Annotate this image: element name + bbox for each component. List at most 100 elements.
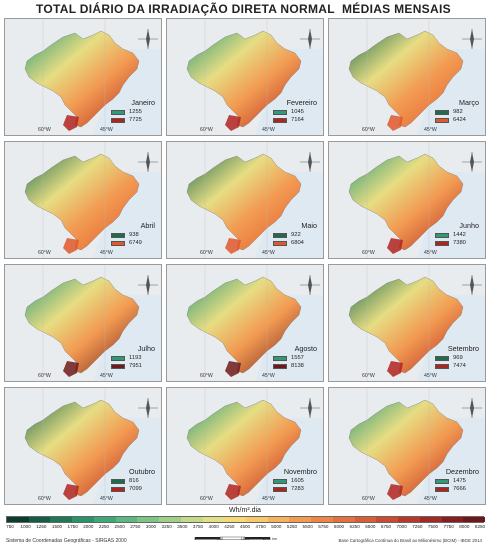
colorbar-tick-label: 1500 (51, 524, 63, 529)
legend-max-value: 7099 (129, 486, 142, 492)
legend-max-swatch (111, 117, 125, 123)
legend-max-swatch (273, 240, 287, 246)
month-label: Julho (137, 344, 155, 353)
main-title: TOTAL DIÁRIO DA IRRADIAÇÃO DIRETA NORMAL (36, 2, 335, 16)
legend-max-swatch (273, 363, 287, 369)
legend-min-value: 1605 (291, 478, 304, 484)
legend-max: 7099 (111, 486, 142, 492)
colorbar-tick-label: 5750 (318, 524, 329, 529)
legend-max-value: 8138 (291, 363, 304, 369)
scale-label-3: 2700 km (262, 537, 278, 541)
colorbar-tick-label: 2750 (130, 524, 141, 529)
legend-max-value: 7666 (453, 486, 466, 492)
legend-min-swatch (111, 478, 125, 484)
meridian-45w: 45°W (100, 127, 113, 133)
colorbar-tick-label: 4250 (224, 524, 235, 529)
colorbar-segment (115, 517, 138, 522)
colorbar-tick-label: 3500 (177, 524, 188, 529)
colorbar-tick-label: 4500 (239, 524, 251, 529)
colorbar-tick-label: 5250 (286, 524, 298, 529)
colorbar-tick-label: 7500 (427, 524, 439, 529)
legend-max-swatch (435, 486, 449, 492)
legend-max-value: 6804 (291, 240, 304, 246)
colorbar-segment (289, 517, 312, 522)
colorbar-segment (441, 517, 464, 522)
brazil-shape (348, 276, 464, 374)
legend-max-swatch (111, 486, 125, 492)
colorbar-tick-label: 8250 (474, 524, 486, 529)
legend-max-swatch (435, 363, 449, 369)
brazil-shape (348, 153, 464, 251)
colorbar-segment (463, 517, 486, 522)
legend-max: 7283 (273, 486, 304, 492)
colorbar-tick-label: 2250 (98, 524, 110, 529)
meridian-45w: 45°W (262, 250, 275, 256)
legend-max-swatch (111, 240, 125, 246)
brazil-map (5, 19, 161, 135)
month-label: Janeiro (131, 98, 155, 107)
colorbar-tick-label: 4000 (208, 524, 219, 529)
colorbar-tick-label: 6500 (365, 524, 376, 529)
legend-min-value: 982 (453, 109, 463, 115)
legend-min: 1475 (435, 478, 466, 484)
colorbar-tick-label: 7750 (443, 524, 454, 529)
colorbar-segment (224, 517, 247, 522)
brazil-shape (24, 153, 140, 251)
legend-min-swatch (273, 109, 287, 115)
colorbar-unit: Wh/m².dia (229, 507, 261, 514)
compass-rose-icon (300, 398, 320, 418)
brazil-map (329, 19, 485, 135)
colorbar-tick-label: 3000 (145, 524, 157, 529)
legend-min-value: 1475 (453, 478, 466, 484)
legend-min: 1193 (111, 355, 141, 361)
month-label: Março (459, 98, 479, 107)
legend-min-swatch (111, 109, 125, 115)
colorbar (6, 516, 486, 523)
compass-rose-icon (300, 275, 320, 295)
legend-min-swatch (435, 355, 449, 361)
colorbar-segment (159, 517, 182, 522)
meridian-60w: 60°W (362, 496, 375, 502)
brazil-shape (24, 30, 140, 128)
legend-max-value: 7283 (291, 486, 304, 492)
legend-max-swatch (273, 486, 287, 492)
meridian-45w: 45°W (100, 250, 113, 256)
brazil-map (329, 142, 485, 258)
legend-min-value: 816 (129, 478, 139, 484)
compass-rose-icon (138, 275, 158, 295)
month-label: Junho (459, 221, 479, 230)
colorbar-segment (202, 517, 225, 522)
legend-max: 6424 (435, 117, 466, 123)
meridian-60w: 60°W (200, 496, 213, 502)
colorbar-tick-label: 1000 (20, 524, 31, 529)
legend-max: 7474 (435, 363, 466, 369)
brazil-shape (186, 399, 302, 497)
compass-rose-icon (300, 152, 320, 172)
brazil-map (167, 388, 323, 504)
legend-min-swatch (273, 355, 287, 361)
scale-bar-graphic (195, 536, 270, 540)
colorbar-tick-labels: 750 1000 1250 1500 1750 2000 2250 2500 2750 3000 3… (6, 524, 486, 532)
meridian-60w: 60°W (362, 127, 375, 133)
legend-min: 1045 (273, 109, 304, 115)
legend-min: 1557 (273, 355, 304, 361)
legend-min: 982 (435, 109, 463, 115)
colorbar-tick-label: 750 (6, 524, 14, 529)
colorbar-segment (311, 517, 334, 522)
legend-max: 7725 (111, 117, 142, 123)
legend-max-swatch (273, 117, 287, 123)
legend-min-value: 969 (453, 355, 463, 361)
legend-max: 8138 (273, 363, 304, 369)
brazil-shape (186, 30, 302, 128)
brazil-shape (24, 399, 140, 497)
legend-max-value: 7164 (291, 117, 304, 123)
colorbar-tick-label: 8000 (459, 524, 470, 529)
compass-rose-icon (462, 152, 482, 172)
map-panel-outubro: 60°W 45°W Outubro 816 7099 (4, 387, 162, 505)
legend-min: 1442 (435, 232, 466, 238)
month-label: Fevereiro (286, 98, 317, 107)
compass-rose-icon (138, 398, 158, 418)
meridian-60w: 60°W (38, 496, 51, 502)
brazil-map (329, 388, 485, 504)
